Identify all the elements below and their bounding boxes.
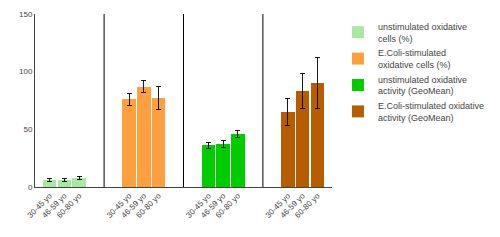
svg-text:0: 0 xyxy=(28,183,33,192)
svg-text:60-80 yo: 60-80 yo xyxy=(134,191,163,220)
svg-text:50: 50 xyxy=(23,125,32,134)
svg-text:60-80 yo: 60-80 yo xyxy=(55,191,84,220)
svg-text:unstimulated oxidativeactivity: unstimulated oxidativeactivity (GeoMean) xyxy=(378,75,467,97)
svg-text:46-59 yo: 46-59 yo xyxy=(120,191,149,220)
svg-text:100: 100 xyxy=(19,67,33,76)
svg-text:unstimulated oxidativecells (%: unstimulated oxidativecells (%) xyxy=(378,22,467,44)
svg-text:46-59 yo: 46-59 yo xyxy=(199,191,228,220)
svg-text:150: 150 xyxy=(19,10,33,19)
svg-text:30-45 yo: 30-45 yo xyxy=(184,191,213,220)
svg-text:30-45 yo: 30-45 yo xyxy=(26,191,55,220)
svg-text:30-45 yo: 30-45 yo xyxy=(105,191,134,220)
svg-text:60-80 yo: 60-80 yo xyxy=(293,191,322,220)
svg-text:E.Coli-stimulatedoxidative cel: E.Coli-stimulatedoxidative cells (%) xyxy=(378,48,451,70)
svg-text:46-59 yo: 46-59 yo xyxy=(40,191,69,220)
svg-text:30-45 yo: 30-45 yo xyxy=(264,191,293,220)
svg-text:46-59 yo: 46-59 yo xyxy=(278,191,307,220)
svg-text:60-80 yo: 60-80 yo xyxy=(214,191,243,220)
svg-text:E.Coli-stimulated oxidativeact: E.Coli-stimulated oxidativeactivity (Geo… xyxy=(378,101,484,123)
